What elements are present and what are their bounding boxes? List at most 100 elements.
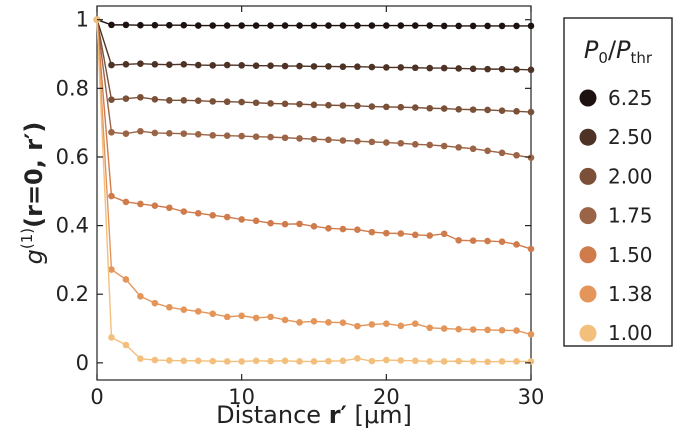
axes: 0 10 20 30 0 0.2 0.4 0.6 0.8 1 Distance r′ [μm] g(1…: [18, 6, 544, 429]
data-point: [180, 21, 188, 29]
legend-label: 1.38: [608, 282, 653, 306]
legend-title-slash: /: [608, 36, 617, 64]
data-point: [281, 220, 289, 228]
data-point: [180, 208, 188, 215]
data-point: [209, 212, 217, 219]
data-point: [180, 61, 188, 68]
data-point: [194, 209, 202, 217]
x-axis-label: Distance r′ [μm]: [216, 401, 412, 429]
legend-item: 1.38: [579, 282, 653, 306]
x-axis-label-unit: [μm]: [347, 401, 412, 429]
data-point: [513, 66, 520, 73]
data-point: [238, 216, 245, 223]
data-point: [223, 313, 231, 321]
data-point: [325, 319, 332, 326]
x-tick-label: 10: [228, 385, 255, 409]
data-point: [455, 65, 462, 72]
data-point: [513, 22, 520, 30]
data-point: [108, 266, 115, 273]
data-point: [498, 107, 506, 114]
data-point: [296, 358, 303, 365]
data-point: [354, 226, 361, 234]
data-point: [166, 129, 173, 137]
data-point: [267, 100, 274, 107]
data-point: [440, 105, 448, 112]
series-1.38: [93, 16, 535, 338]
data-point: [281, 100, 289, 108]
data-point: [354, 355, 361, 362]
legend-title-sub0: 0: [598, 49, 608, 67]
y-tick-label: 0: [76, 351, 89, 375]
data-point: [484, 106, 491, 114]
data-point: [238, 22, 245, 29]
data-point: [281, 134, 289, 142]
data-point: [151, 21, 159, 29]
data-point: [484, 237, 491, 245]
data-point: [440, 358, 448, 365]
data-point: [411, 22, 419, 29]
data-point: [484, 326, 491, 334]
data-point: [151, 96, 159, 103]
legend-label: 6.25: [608, 86, 653, 110]
legend-item: 1.00: [579, 321, 653, 345]
data-point: [325, 22, 332, 29]
data-point: [194, 131, 202, 138]
data-point: [194, 97, 202, 105]
data-point: [194, 308, 202, 315]
data-point: [397, 139, 405, 147]
data-point: [296, 319, 303, 326]
data-point: [383, 103, 390, 111]
data-point: [137, 292, 144, 300]
y-tick-label: 1: [76, 8, 89, 32]
data-point: [426, 104, 434, 112]
data-point: [310, 63, 318, 70]
data-point: [484, 22, 491, 30]
data-point: [455, 22, 462, 30]
data-point: [122, 95, 130, 102]
series-2.00: [93, 16, 535, 116]
data-point: [513, 358, 520, 365]
data-point: [180, 357, 188, 365]
series-1.75: [93, 16, 535, 161]
data-point: [267, 357, 274, 365]
data-point: [426, 324, 434, 332]
y-tick-label: 0.2: [56, 282, 89, 306]
data-point: [440, 325, 448, 332]
data-point: [455, 237, 462, 244]
data-point: [383, 139, 390, 146]
legend-title: P0/Pthr: [584, 36, 653, 67]
data-point: [209, 310, 217, 318]
data-point: [339, 22, 347, 29]
legend-label: 1.00: [608, 321, 653, 345]
data-point: [397, 230, 405, 237]
data-point: [252, 99, 260, 107]
data-point: [498, 238, 506, 246]
data-point: [209, 357, 217, 365]
data-point: [440, 22, 448, 30]
data-point: [469, 237, 477, 244]
data-point: [339, 102, 347, 109]
data-point: [498, 149, 506, 157]
series-1.50: [93, 16, 535, 253]
data-point: [137, 21, 144, 29]
data-point: [440, 64, 448, 72]
data-point: [238, 62, 245, 69]
data-point: [484, 358, 491, 366]
data-point: [122, 21, 130, 29]
data-point: [122, 130, 130, 137]
data-point: [383, 229, 390, 237]
data-marks: [93, 16, 535, 366]
data-point: [383, 22, 390, 29]
data-point: [527, 108, 535, 116]
data-point: [151, 356, 159, 364]
data-point: [296, 62, 303, 70]
data-point: [498, 326, 506, 334]
data-point: [267, 219, 274, 227]
legend-marker: [579, 128, 597, 146]
data-point: [339, 357, 347, 365]
data-point: [411, 320, 419, 328]
data-point: [108, 334, 115, 341]
data-point: [180, 97, 188, 104]
data-point: [325, 225, 332, 232]
data-point: [223, 358, 231, 365]
